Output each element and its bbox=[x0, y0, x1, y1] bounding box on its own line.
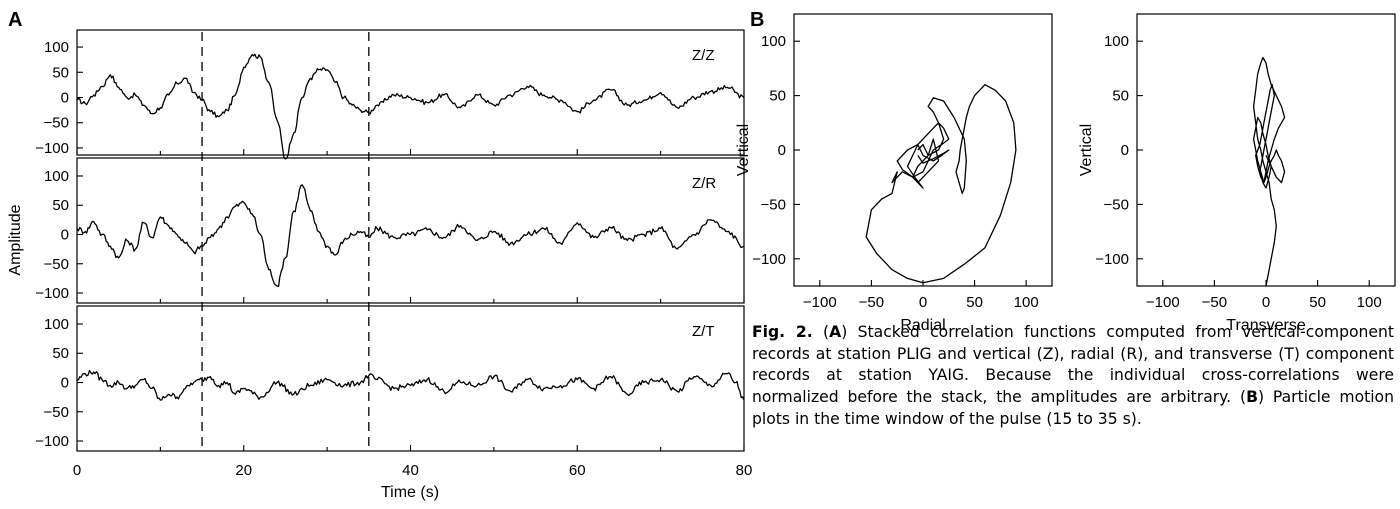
x-tick-label: 80 bbox=[736, 462, 753, 479]
pm-x-tick-label: 0 bbox=[1262, 294, 1270, 311]
panel-b-letter: B bbox=[750, 9, 764, 31]
trace-line-z-t bbox=[76, 369, 745, 401]
trace-frame-z-t bbox=[76, 305, 745, 452]
x-tick-label: 40 bbox=[402, 462, 419, 479]
pm-x-tick-label: 100 bbox=[1357, 294, 1382, 311]
y-tick-label: −100 bbox=[35, 285, 69, 302]
pm-y-tick-label: −50 bbox=[761, 196, 786, 213]
pm-y-tick-label: −100 bbox=[752, 251, 786, 268]
x-tick-label: 0 bbox=[73, 462, 81, 479]
trace-label-z-r: Z/R bbox=[692, 175, 716, 192]
pm-y-tick-label: −50 bbox=[1104, 196, 1129, 213]
y-tick-label: 50 bbox=[52, 64, 69, 81]
pm-y-tick-label: 0 bbox=[1121, 142, 1129, 159]
y-tick-label: 50 bbox=[52, 345, 69, 362]
particle-frame-1 bbox=[793, 13, 1053, 287]
y-tick-label: −100 bbox=[35, 433, 69, 450]
trace-frame-z-z bbox=[76, 29, 745, 156]
pm-x-tick-label: 100 bbox=[1014, 294, 1039, 311]
caption-part-a-letter: A bbox=[829, 323, 842, 341]
caption-part-a-text: Stacked correlation functions computed f… bbox=[752, 323, 1394, 407]
pm-y-tick-label: −100 bbox=[1095, 251, 1129, 268]
y-tick-label: 100 bbox=[44, 168, 69, 185]
particle-frame-2 bbox=[1136, 13, 1396, 287]
particle-motion-path-2 bbox=[1252, 56, 1286, 287]
pm-x-tick-label: 50 bbox=[1309, 294, 1326, 311]
y-tick-label: 100 bbox=[44, 39, 69, 56]
y-tick-label: −100 bbox=[35, 140, 69, 157]
pm-x-axis-label: Radial bbox=[900, 317, 945, 334]
trace-frame-z-r bbox=[76, 157, 745, 304]
trace-line-z-z bbox=[76, 53, 745, 160]
pm-x-tick-label: −100 bbox=[1146, 294, 1180, 311]
particle-motion-path-1 bbox=[865, 84, 1017, 284]
trace-line-z-r bbox=[76, 184, 745, 288]
pm-y-tick-label: 50 bbox=[1112, 88, 1129, 105]
x-tick-label: 20 bbox=[235, 462, 252, 479]
panel-a-letter: A bbox=[8, 9, 22, 31]
pm-x-tick-label: 50 bbox=[966, 294, 983, 311]
figure-caption: Fig. 2. (A) Stacked correlation function… bbox=[752, 323, 1394, 428]
y-axis-label: Amplitude bbox=[7, 204, 24, 275]
panel-a-time-series: A100500−50−100Z/Z100500−50−100Z/R100500−… bbox=[7, 9, 752, 501]
caption-part-b-text: Particle motion plots in the time window… bbox=[752, 388, 1394, 428]
y-tick-label: 50 bbox=[52, 197, 69, 214]
pm-y-tick-label: 100 bbox=[1104, 33, 1129, 50]
trace-label-z-t: Z/T bbox=[692, 323, 715, 340]
pm-x-tick-label: −50 bbox=[1202, 294, 1227, 311]
pm-x-axis-label: Transverse bbox=[1226, 317, 1306, 334]
pm-y-tick-label: 50 bbox=[769, 88, 786, 105]
trace-label-z-z: Z/Z bbox=[692, 47, 715, 64]
caption-fig-label: Fig. 2. bbox=[752, 323, 813, 341]
x-axis-label: Time (s) bbox=[381, 484, 439, 501]
y-tick-label: 0 bbox=[61, 375, 69, 392]
pm-y-axis-label: Vertical bbox=[735, 124, 752, 176]
y-tick-label: 100 bbox=[44, 316, 69, 333]
pm-y-axis-label: Vertical bbox=[1078, 124, 1095, 176]
pm-x-tick-label: −100 bbox=[803, 294, 837, 311]
y-tick-label: 0 bbox=[61, 227, 69, 244]
y-tick-label: −50 bbox=[44, 256, 69, 273]
y-tick-label: −50 bbox=[44, 404, 69, 421]
x-tick-label: 60 bbox=[569, 462, 586, 479]
pm-x-tick-label: 0 bbox=[919, 294, 927, 311]
pm-y-tick-label: 0 bbox=[778, 142, 786, 159]
panel-b-particle-motion: B 100 50 0 −50 −100 −100 −50 0 50 100 Radial Vertica… bbox=[735, 9, 1396, 334]
pm-x-tick-label: −50 bbox=[859, 294, 884, 311]
y-tick-label: −50 bbox=[44, 115, 69, 132]
pm-y-tick-label: 100 bbox=[761, 33, 786, 50]
y-tick-label: 0 bbox=[61, 90, 69, 107]
caption-part-b-letter: B bbox=[1246, 388, 1258, 407]
